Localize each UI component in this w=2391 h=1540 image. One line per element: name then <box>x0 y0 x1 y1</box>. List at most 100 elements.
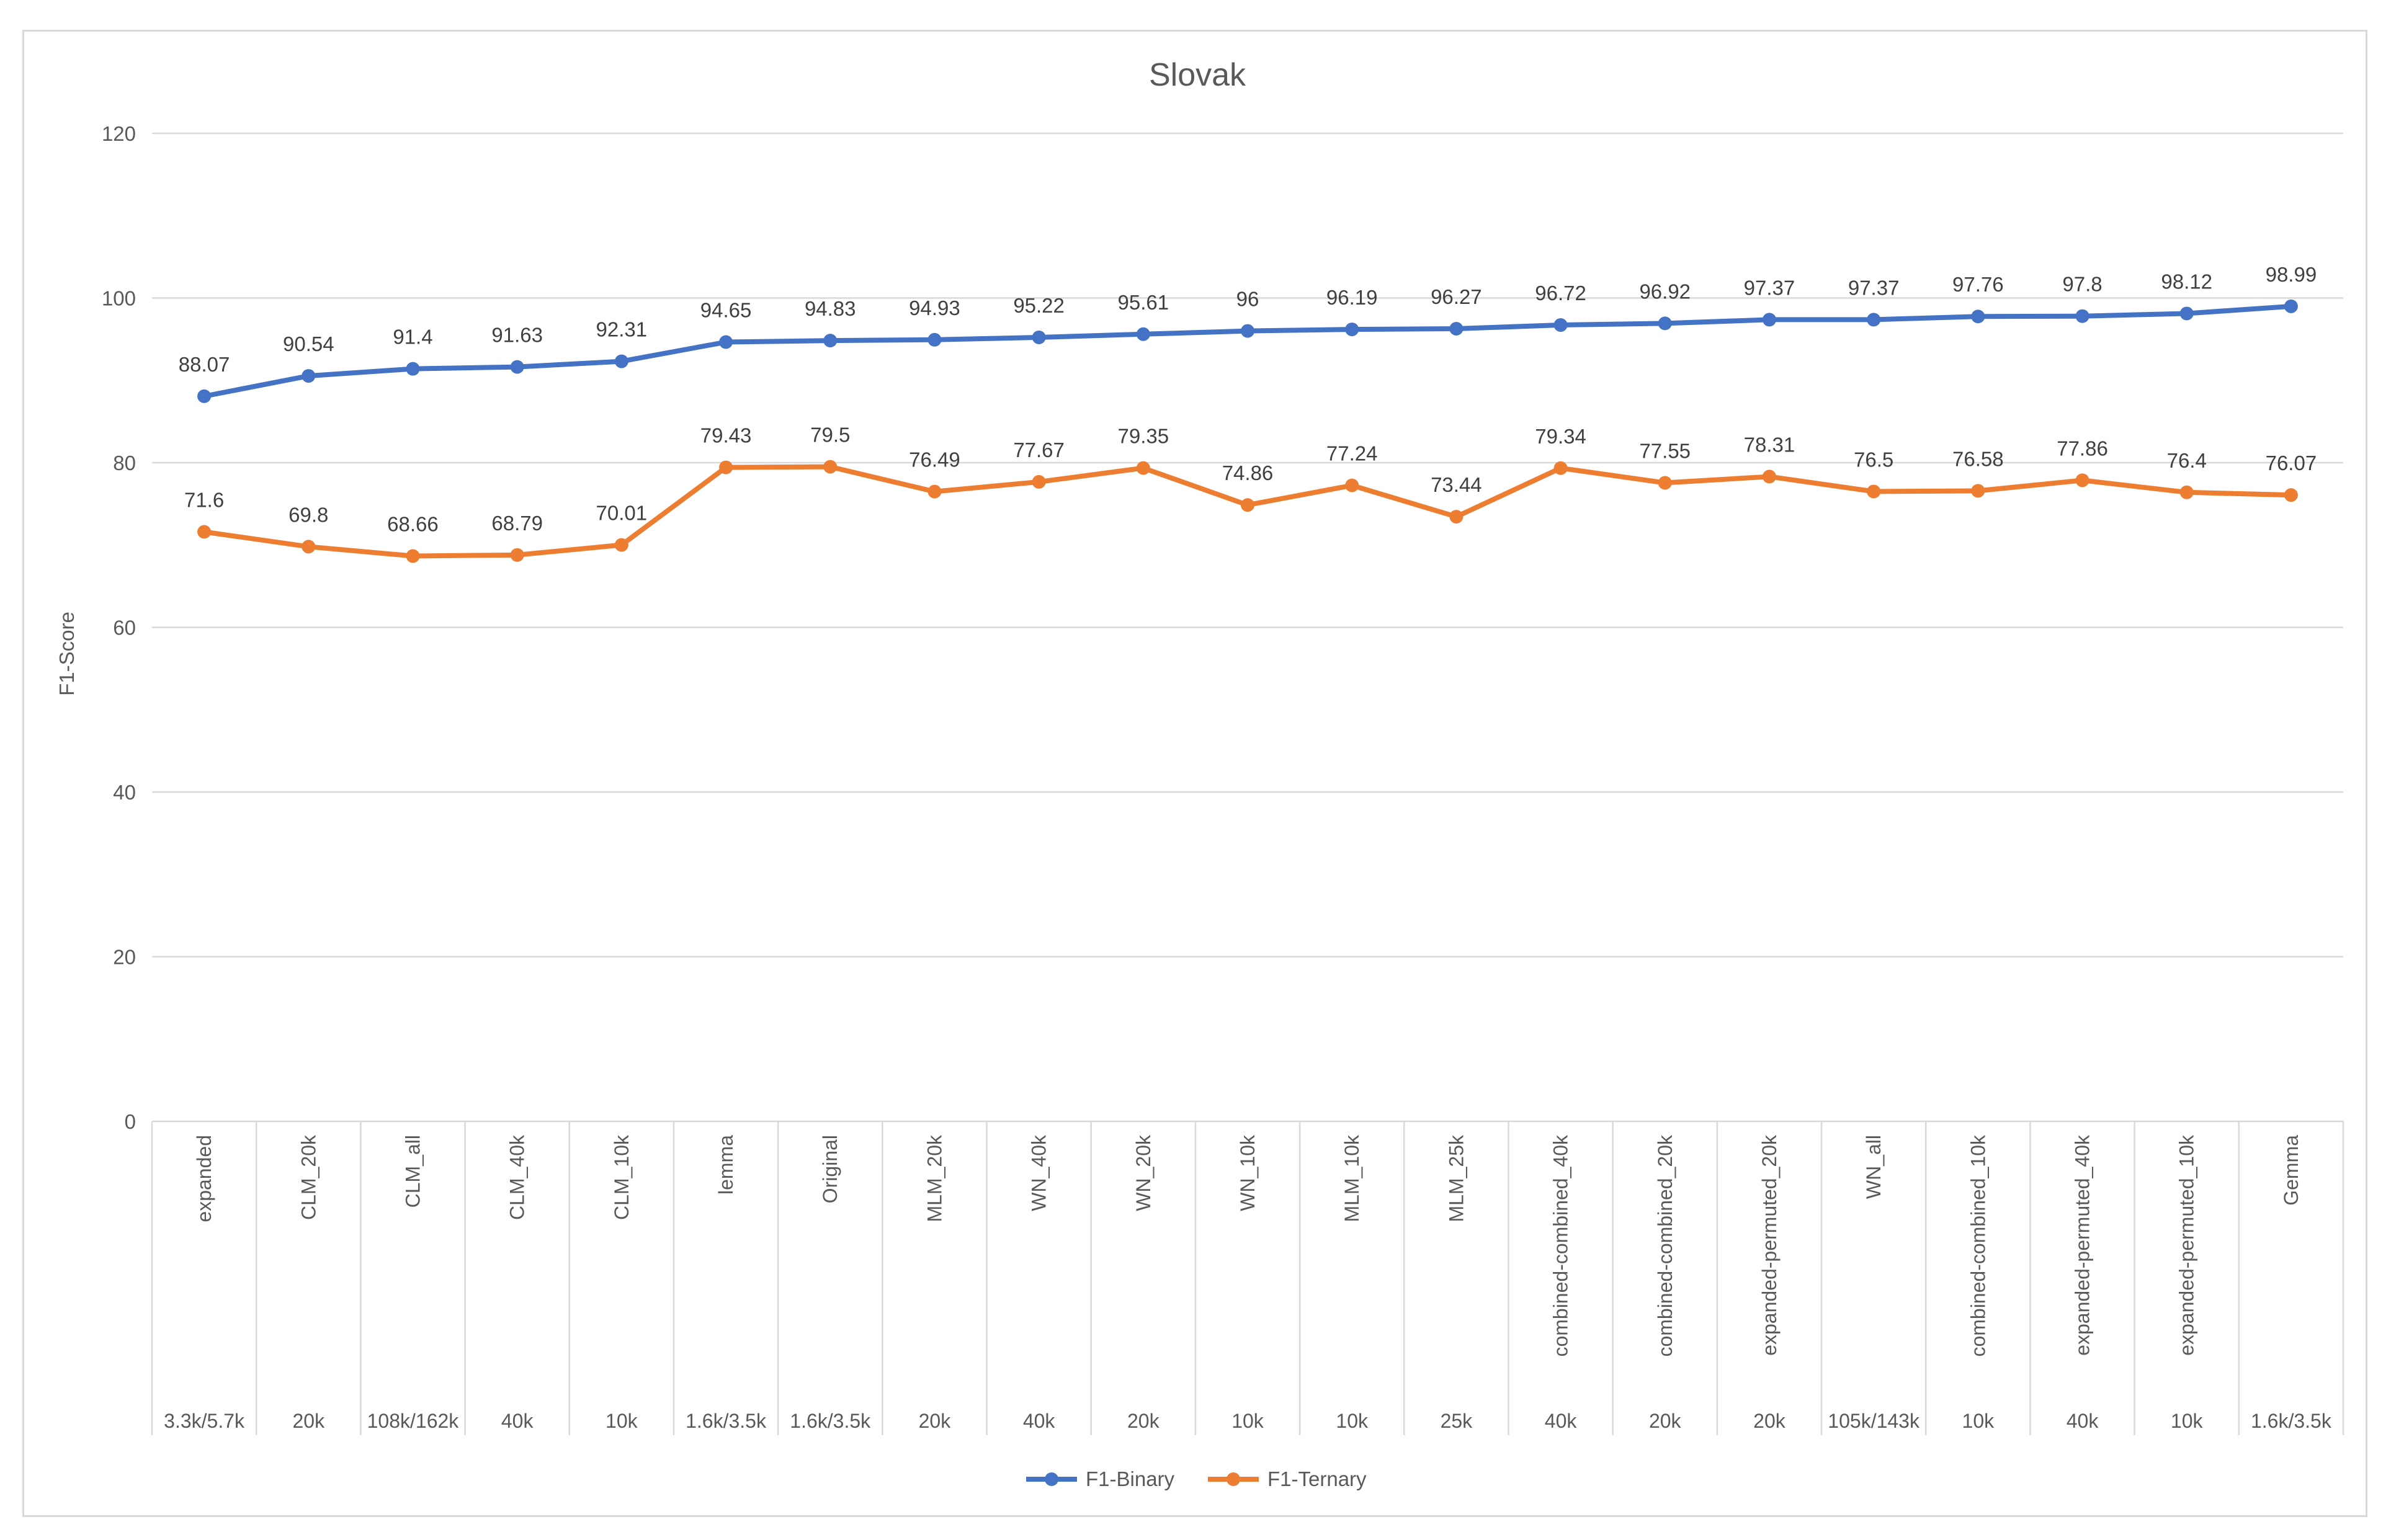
x-size-label: 20k <box>1127 1410 1160 1432</box>
x-category-label: expanded <box>193 1135 215 1222</box>
x-category-label: MLM_25k <box>1445 1134 1467 1222</box>
data-label: 91.4 <box>393 326 432 349</box>
x-size-label: 20k <box>919 1410 952 1432</box>
x-size-label: 20k <box>1649 1410 1682 1432</box>
x-size-label: 40k <box>501 1410 534 1432</box>
data-label: 70.01 <box>596 502 648 525</box>
data-label: 96.19 <box>1326 286 1378 309</box>
data-labels: 88.07 90.54 91.4 91.63 92.31 94.65 94.83 94.93 9… <box>179 263 2317 536</box>
data-point <box>719 460 733 474</box>
data-point <box>1032 474 1046 489</box>
x-category-label: CLM_all <box>401 1135 424 1208</box>
data-point <box>1345 478 1359 492</box>
data-label: 96.92 <box>1639 280 1691 303</box>
data-point <box>406 549 420 563</box>
data-label: 90.54 <box>283 332 334 355</box>
data-point <box>1449 322 1464 336</box>
data-label: 94.83 <box>805 297 856 320</box>
x-category-label: Gemma <box>2280 1135 2302 1206</box>
data-point <box>1136 327 1150 341</box>
x-size-label: 40k <box>1545 1410 1578 1432</box>
y-tick-label: 60 <box>113 616 136 639</box>
data-label: 97.8 <box>2062 273 2102 296</box>
data-label: 69.8 <box>288 503 328 526</box>
x-size-label: 1.6k/3.5k <box>790 1410 871 1432</box>
data-point <box>1971 484 1985 498</box>
x-category-label: WN_all <box>1862 1135 1885 1199</box>
y-tick-label: 120 <box>102 122 136 145</box>
y-tick-label: 20 <box>113 946 136 969</box>
data-label: 79.5 <box>810 424 850 447</box>
data-label: 88.07 <box>179 353 230 376</box>
y-tick-label: 40 <box>113 781 136 804</box>
x-category-label: CLM_20k <box>297 1134 320 1220</box>
data-point <box>406 362 420 376</box>
data-point <box>719 335 733 349</box>
data-point <box>614 538 628 552</box>
data-point <box>1449 510 1464 524</box>
data-point <box>1867 484 1881 499</box>
x-size-label: 10k <box>2171 1410 2204 1432</box>
y-tick-label: 80 <box>113 452 136 474</box>
x-size-label: 10k <box>606 1410 638 1432</box>
x-category-label: MLM_20k <box>923 1134 945 1222</box>
data-point <box>927 332 942 347</box>
data-point <box>197 389 212 403</box>
data-point <box>197 525 212 539</box>
x-size-label: 108k/162k <box>367 1410 460 1432</box>
x-size-label: 10k <box>1231 1410 1264 1432</box>
data-label: 76.07 <box>2266 452 2317 474</box>
data-point <box>2179 485 2194 499</box>
data-point <box>302 540 316 554</box>
x-category-label: expanded-permuted_10k <box>2176 1134 2198 1356</box>
data-label: 76.49 <box>909 448 960 471</box>
x-size-label: 1.6k/3.5k <box>2251 1410 2332 1432</box>
data-point <box>2075 309 2089 323</box>
data-label: 77.24 <box>1326 442 1378 465</box>
data-label: 96.27 <box>1431 285 1482 308</box>
data-point <box>1658 316 1672 331</box>
series-lines <box>197 299 2298 563</box>
data-point <box>1553 461 1568 475</box>
data-point <box>1345 323 1359 337</box>
x-category-label: WN_10k <box>1236 1134 1259 1211</box>
data-point <box>2075 473 2089 487</box>
data-label: 68.66 <box>387 513 439 536</box>
data-point <box>2179 306 2194 321</box>
data-label: 97.37 <box>1744 276 1795 299</box>
data-label: 94.93 <box>909 296 960 319</box>
data-point <box>823 334 838 348</box>
data-point <box>1971 309 1985 324</box>
data-label: 92.31 <box>596 318 648 341</box>
data-point <box>1136 461 1150 475</box>
data-label: 79.35 <box>1118 425 1169 448</box>
x-size-label: 10k <box>1336 1410 1369 1432</box>
x-category-label: Original <box>819 1135 841 1203</box>
x-category-label: combined-combined_20k <box>1654 1134 1676 1357</box>
data-label: 94.65 <box>700 299 752 322</box>
data-label: 95.22 <box>1013 294 1065 317</box>
data-point <box>1658 476 1672 490</box>
data-point <box>1241 498 1254 512</box>
x-category-label: expanded-permuted_40k <box>2071 1134 2094 1356</box>
legend-label: F1-Ternary <box>1267 1467 1367 1490</box>
data-label: 97.76 <box>1952 273 2004 296</box>
data-point <box>2284 488 2298 502</box>
x-size-label: 40k <box>1023 1410 1056 1432</box>
x-category-label: combined-combined_40k <box>1550 1134 1572 1357</box>
data-point <box>302 369 316 383</box>
data-label: 95.61 <box>1118 291 1169 314</box>
data-label: 76.58 <box>1952 447 2004 470</box>
x-size-label: 105k/143k <box>1828 1410 1920 1432</box>
data-label: 76.4 <box>2167 449 2207 472</box>
chart-title: Slovak <box>1149 57 1246 93</box>
data-label: 77.67 <box>1013 438 1065 461</box>
y-tick-label: 0 <box>125 1110 136 1133</box>
data-point <box>1032 330 1046 344</box>
data-label: 74.86 <box>1222 461 1274 484</box>
x-size-label: 20k <box>1753 1410 1786 1432</box>
x-category-label: MLM_10k <box>1341 1134 1363 1222</box>
x-size-label: 40k <box>2067 1410 2099 1432</box>
data-label: 96 <box>1236 288 1259 311</box>
data-label: 71.6 <box>184 489 224 512</box>
